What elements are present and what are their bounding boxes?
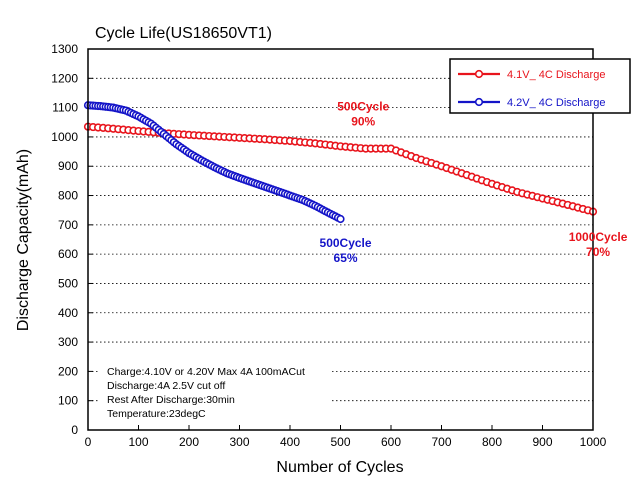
y-tick-label: 1000 xyxy=(51,130,78,144)
data-point xyxy=(336,214,345,224)
annotation-percent: 65% xyxy=(334,251,358,265)
y-tick-label: 500 xyxy=(58,276,78,290)
note-line: Temperature:23degC xyxy=(107,408,206,420)
y-tick-label: 1200 xyxy=(51,71,78,85)
y-tick-label: 200 xyxy=(58,364,78,378)
notes-box: Charge:4.10V or 4.20V Max 4A 100mACut Dis… xyxy=(100,363,332,423)
legend-label: 4.1V_ 4C Discharge xyxy=(507,69,605,81)
annotation-percent: 70% xyxy=(586,245,610,259)
x-tick-label: 800 xyxy=(482,435,502,449)
x-tick-label: 500 xyxy=(330,435,350,449)
x-tick-label: 1000 xyxy=(580,435,607,449)
series-1 xyxy=(83,101,345,224)
y-axis-label: Discharge Capacity(mAh) xyxy=(15,149,32,331)
data-series xyxy=(83,101,598,224)
y-tick-label: 0 xyxy=(71,423,78,437)
legend-item: 4.2V_ 4C Discharge xyxy=(458,97,605,109)
legend-marker xyxy=(474,97,484,107)
legend-marker xyxy=(474,69,484,79)
annotation-label: 1000Cycle xyxy=(569,230,628,244)
legend: 4.1V_ 4C Discharge 4.2V_ 4C Discharge xyxy=(449,58,631,114)
x-tick-label: 900 xyxy=(532,435,552,449)
x-tick-label: 300 xyxy=(229,435,249,449)
annotation-label: 500Cycle xyxy=(320,236,372,250)
annotation-label: 500Cycle xyxy=(337,100,389,114)
x-tick-label: 200 xyxy=(179,435,199,449)
legend-item: 4.1V_ 4C Discharge xyxy=(458,69,605,81)
x-axis-ticks: 0 100 200 300 400 500 600 700 800 900 1000 xyxy=(85,425,607,449)
x-tick-label: 100 xyxy=(128,435,148,449)
series-line xyxy=(87,125,594,213)
y-axis-ticks: 0 100 200 300 400 500 600 700 800 900 1000 1100 1200… xyxy=(51,42,93,437)
note-line: Charge:4.10V or 4.20V Max 4A 100mACut xyxy=(107,366,305,378)
y-tick-label: 900 xyxy=(58,159,78,173)
x-tick-label: 700 xyxy=(431,435,451,449)
x-tick-label: 600 xyxy=(381,435,401,449)
plot-frame xyxy=(87,48,594,431)
y-tick-label: 1100 xyxy=(52,101,78,115)
annotation-percent: 90% xyxy=(351,115,375,129)
chart-title: Cycle Life(US18650VT1) xyxy=(95,25,272,42)
y-tick-label: 800 xyxy=(58,189,78,203)
legend-label: 4.2V_ 4C Discharge xyxy=(507,97,605,109)
x-tick-label: 0 xyxy=(85,435,92,449)
note-line: Discharge:4A 2.5V cut off xyxy=(107,380,225,392)
y-tick-label: 400 xyxy=(58,306,78,320)
y-tick-label: 700 xyxy=(58,218,78,232)
note-line: Rest After Discharge:30min xyxy=(107,394,235,406)
x-axis-label: Number of Cycles xyxy=(276,459,403,476)
y-tick-label: 1300 xyxy=(51,42,78,56)
y-tick-label: 300 xyxy=(58,335,78,349)
series-0 xyxy=(83,122,598,216)
y-tick-label: 600 xyxy=(58,247,78,261)
notes-background xyxy=(100,363,332,423)
x-tick-label: 400 xyxy=(280,435,300,449)
y-tick-label: 100 xyxy=(58,394,78,408)
